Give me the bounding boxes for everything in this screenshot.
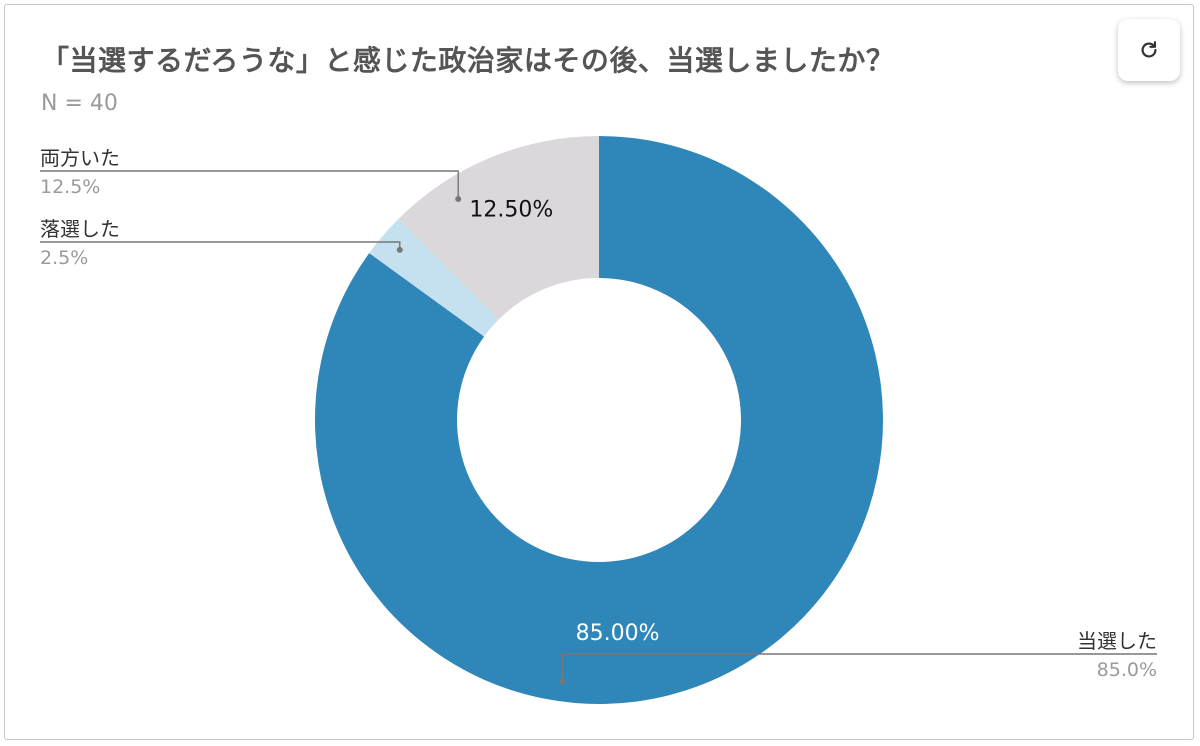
slice-category-label: 両方いた	[40, 146, 120, 170]
slice-category-label: 当選した	[1077, 629, 1157, 653]
leader-line	[561, 653, 1157, 682]
leader-dot	[396, 246, 403, 253]
donut-slice[interactable]	[398, 136, 599, 320]
chart-title: 「当選するだろうな」と感じた政治家はその後、当選しましたか？	[41, 44, 895, 77]
leader-dot	[455, 196, 462, 203]
refresh-icon	[1141, 41, 1157, 58]
slice-percent-label: 85.00%	[576, 621, 660, 646]
chart-subtitle: N = 40	[41, 91, 118, 116]
refresh-button[interactable]	[1118, 19, 1180, 81]
slice-value-label: 85.0%	[1097, 659, 1157, 681]
donut-slice[interactable]	[314, 136, 883, 704]
slice-value-label: 12.5%	[40, 176, 100, 198]
slice-percent-label: 12.50%	[469, 197, 553, 222]
leader-line	[40, 170, 459, 200]
leader-line	[40, 241, 401, 250]
leader-dot	[559, 678, 566, 685]
slice-value-label: 2.5%	[40, 247, 88, 269]
slice-category-label: 落選した	[40, 217, 120, 241]
